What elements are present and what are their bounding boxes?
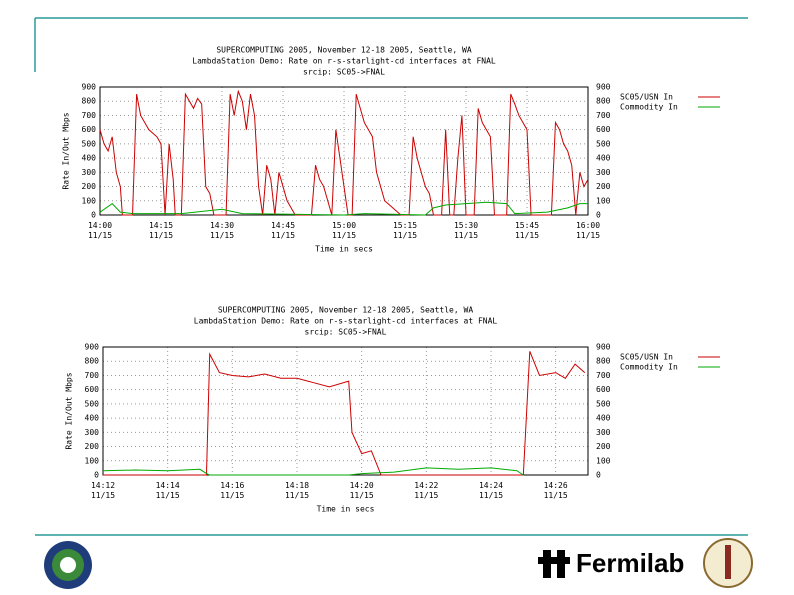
y-tick-label: 0 bbox=[94, 471, 99, 480]
logo-text: Fermilab bbox=[576, 548, 684, 578]
y2-tick-label: 200 bbox=[596, 442, 611, 451]
y-tick-label: 0 bbox=[91, 211, 96, 220]
x-tick-label: 14:16 11/15 bbox=[220, 481, 244, 500]
y-tick-label: 600 bbox=[85, 385, 100, 394]
y2-tick-label: 600 bbox=[596, 125, 611, 134]
data-line bbox=[103, 351, 586, 476]
x-axis-label: Time in secs bbox=[315, 245, 373, 254]
y2-tick-label: 800 bbox=[596, 357, 611, 366]
y2-tick-label: 900 bbox=[596, 83, 611, 92]
y-axis-label: Rate In/Out Mbps bbox=[62, 112, 71, 189]
x-tick-label: 14:12 11/15 bbox=[91, 481, 115, 500]
data-line bbox=[99, 89, 589, 216]
y-tick-label: 900 bbox=[82, 83, 97, 92]
x-tick-label: 14:20 11/15 bbox=[350, 481, 374, 500]
y-tick-label: 100 bbox=[85, 456, 100, 465]
x-tick-label: 14:18 11/15 bbox=[285, 481, 309, 500]
legend-label: SC05/USN In bbox=[620, 353, 673, 362]
y-tick-label: 400 bbox=[82, 154, 97, 163]
x-tick-label: 14:45 11/15 bbox=[271, 221, 295, 240]
x-tick-label: 14:22 11/15 bbox=[414, 481, 438, 500]
y-tick-label: 100 bbox=[82, 196, 97, 205]
x-tick-label: 15:00 11/15 bbox=[332, 221, 356, 240]
chart: SUPERCOMPUTING 2005, November 12-18 2005… bbox=[62, 46, 720, 254]
fermilab-icon bbox=[538, 550, 570, 578]
x-tick-label: 14:00 11/15 bbox=[88, 221, 112, 240]
legend-label: Commodity In bbox=[620, 103, 678, 112]
y2-tick-label: 500 bbox=[596, 399, 611, 408]
y-tick-label: 300 bbox=[85, 428, 100, 437]
chart-title: SUPERCOMPUTING 2005, November 12-18 2005… bbox=[218, 306, 473, 315]
y-axis-label: Rate In/Out Mbps bbox=[65, 372, 74, 449]
plot-frame bbox=[102, 346, 589, 476]
y2-tick-label: 300 bbox=[596, 168, 611, 177]
chart-caption: srcip: SC05->FNAL bbox=[305, 328, 387, 337]
y2-tick-label: 400 bbox=[596, 154, 611, 163]
x-tick-label: 15:45 11/15 bbox=[515, 221, 539, 240]
y-tick-label: 600 bbox=[82, 125, 97, 134]
y2-tick-label: 700 bbox=[596, 371, 611, 380]
y-tick-label: 300 bbox=[82, 168, 97, 177]
y2-tick-label: 400 bbox=[596, 414, 611, 423]
y2-tick-label: 700 bbox=[596, 111, 611, 120]
chart-title: SUPERCOMPUTING 2005, November 12-18 2005… bbox=[216, 46, 471, 55]
x-tick-label: 14:14 11/15 bbox=[156, 481, 180, 500]
x-axis-label: Time in secs bbox=[317, 505, 375, 514]
y2-tick-label: 0 bbox=[596, 211, 601, 220]
y2-tick-label: 300 bbox=[596, 428, 611, 437]
y-tick-label: 800 bbox=[82, 97, 97, 106]
x-tick-label: 15:30 11/15 bbox=[454, 221, 478, 240]
y2-tick-label: 900 bbox=[596, 343, 611, 352]
y2-tick-label: 200 bbox=[596, 182, 611, 191]
x-tick-label: 14:26 11/15 bbox=[544, 481, 568, 500]
y-tick-label: 700 bbox=[82, 111, 97, 120]
legend-label: Commodity In bbox=[620, 363, 678, 372]
chart-caption: srcip: SC05->FNAL bbox=[303, 68, 385, 77]
y-tick-label: 500 bbox=[82, 139, 97, 148]
data-line bbox=[102, 467, 524, 476]
y-tick-label: 500 bbox=[85, 399, 100, 408]
y2-tick-label: 0 bbox=[596, 471, 601, 480]
doe-seal bbox=[44, 541, 92, 589]
y2-tick-label: 500 bbox=[596, 139, 611, 148]
x-tick-label: 14:24 11/15 bbox=[479, 481, 503, 500]
chart-subtitle: LambdaStation Demo: Rate on r-s-starligh… bbox=[192, 57, 496, 66]
chart-subtitle: LambdaStation Demo: Rate on r-s-starligh… bbox=[194, 317, 498, 326]
y-tick-label: 400 bbox=[85, 414, 100, 423]
chart: SUPERCOMPUTING 2005, November 12-18 2005… bbox=[65, 306, 720, 514]
y2-tick-label: 100 bbox=[596, 196, 611, 205]
y-tick-label: 900 bbox=[85, 343, 100, 352]
x-tick-label: 14:30 11/15 bbox=[210, 221, 234, 240]
legend-label: SC05/USN In bbox=[620, 93, 673, 102]
y-tick-label: 800 bbox=[85, 357, 100, 366]
y2-tick-label: 100 bbox=[596, 456, 611, 465]
university-seal bbox=[703, 538, 753, 588]
y-tick-label: 200 bbox=[85, 442, 100, 451]
data-line bbox=[99, 201, 588, 216]
x-tick-label: 15:15 11/15 bbox=[393, 221, 417, 240]
y2-tick-label: 800 bbox=[596, 97, 611, 106]
y-tick-label: 700 bbox=[85, 371, 100, 380]
y2-tick-label: 600 bbox=[596, 385, 611, 394]
x-tick-label: 16:00 11/15 bbox=[576, 221, 600, 240]
x-tick-label: 14:15 11/15 bbox=[149, 221, 173, 240]
y-tick-label: 200 bbox=[82, 182, 97, 191]
